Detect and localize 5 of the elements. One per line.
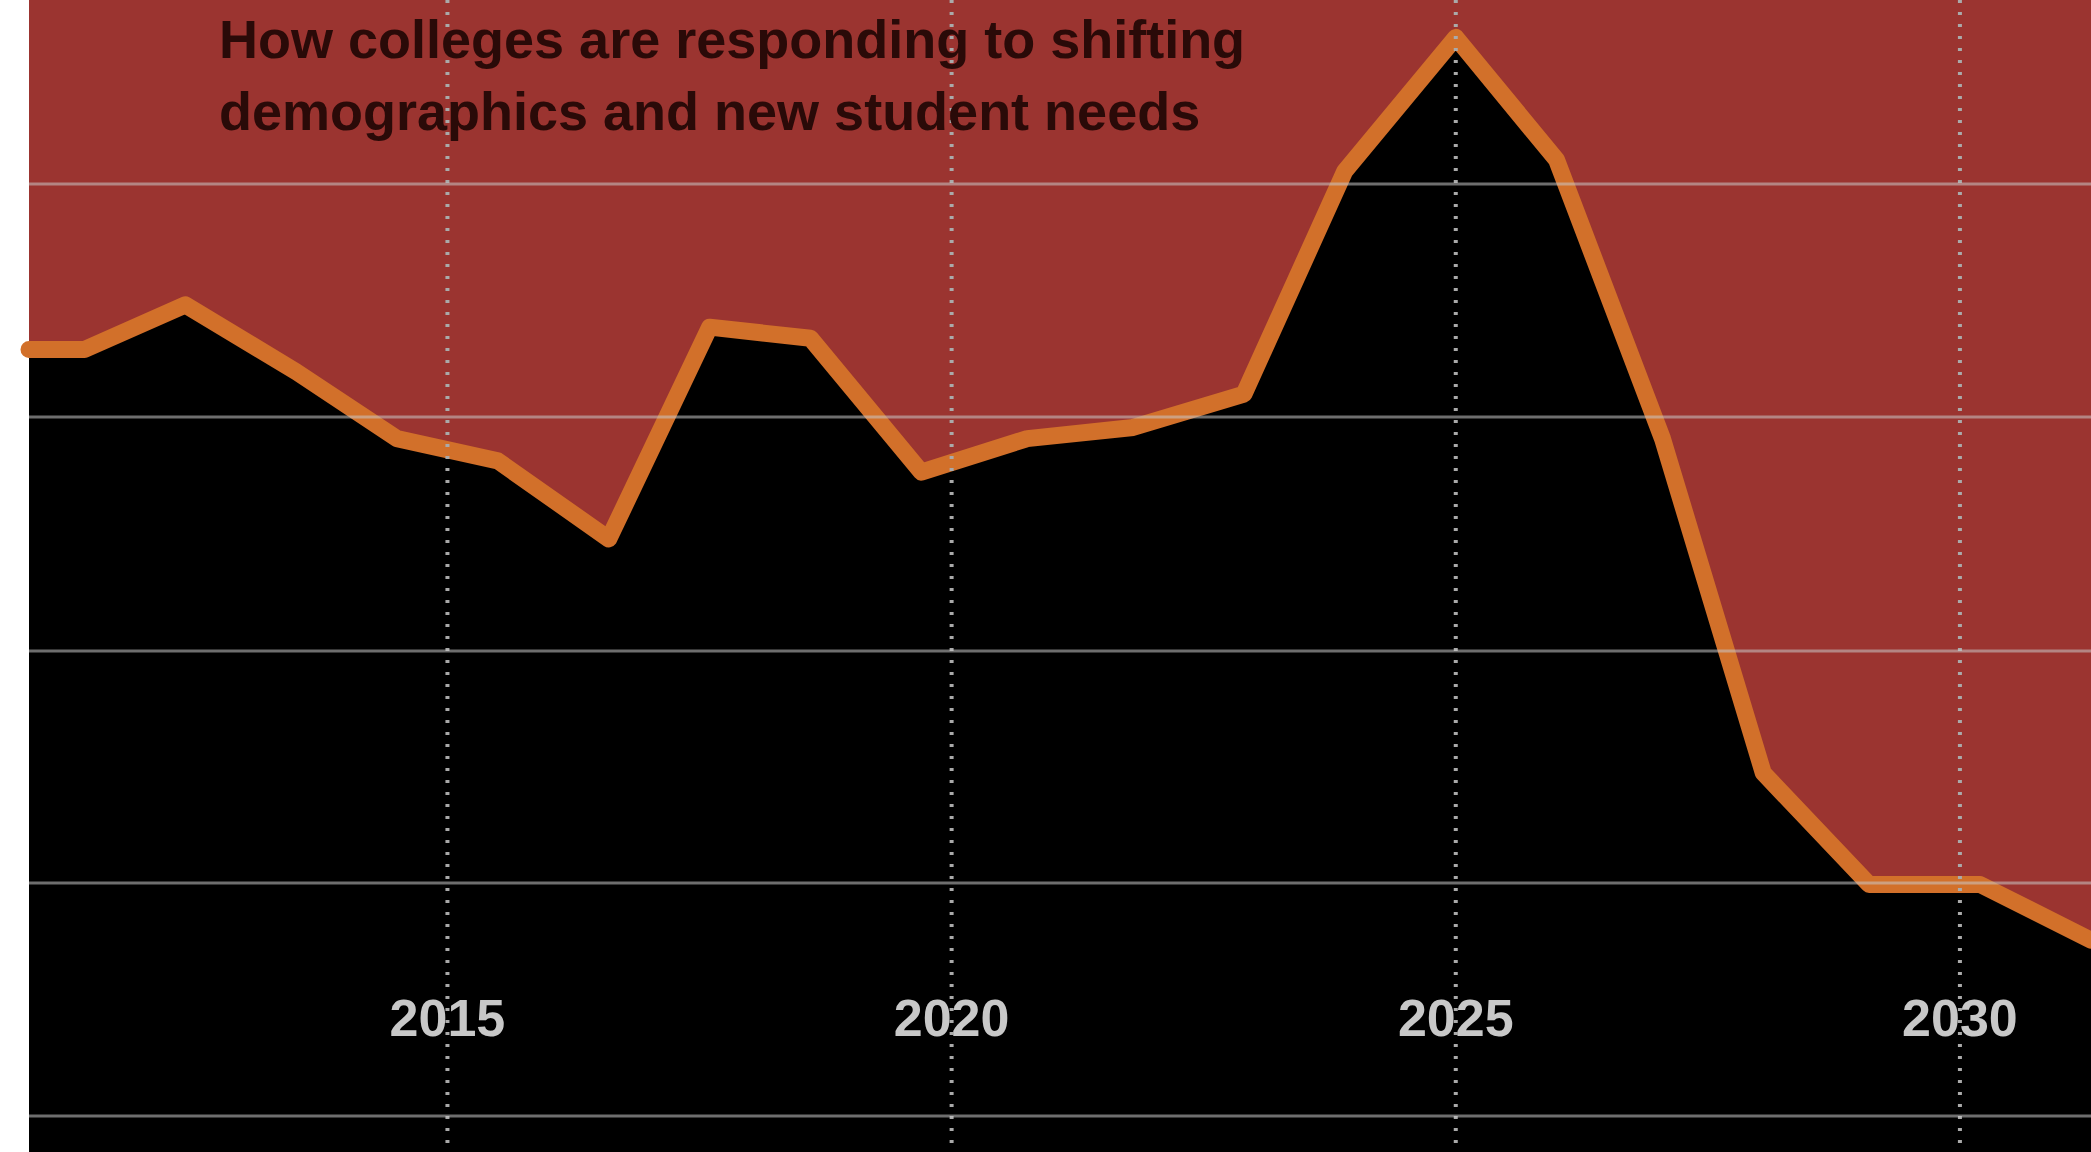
chart-title: How colleges are responding to shifting demographics and new student needs (219, 9, 1246, 141)
x-tick-label: 2030 (1902, 989, 2018, 1047)
x-tick-label: 2015 (389, 989, 506, 1047)
x-tick-label: 2020 (893, 989, 1010, 1047)
x-tick-label: 2025 (1397, 989, 1514, 1047)
